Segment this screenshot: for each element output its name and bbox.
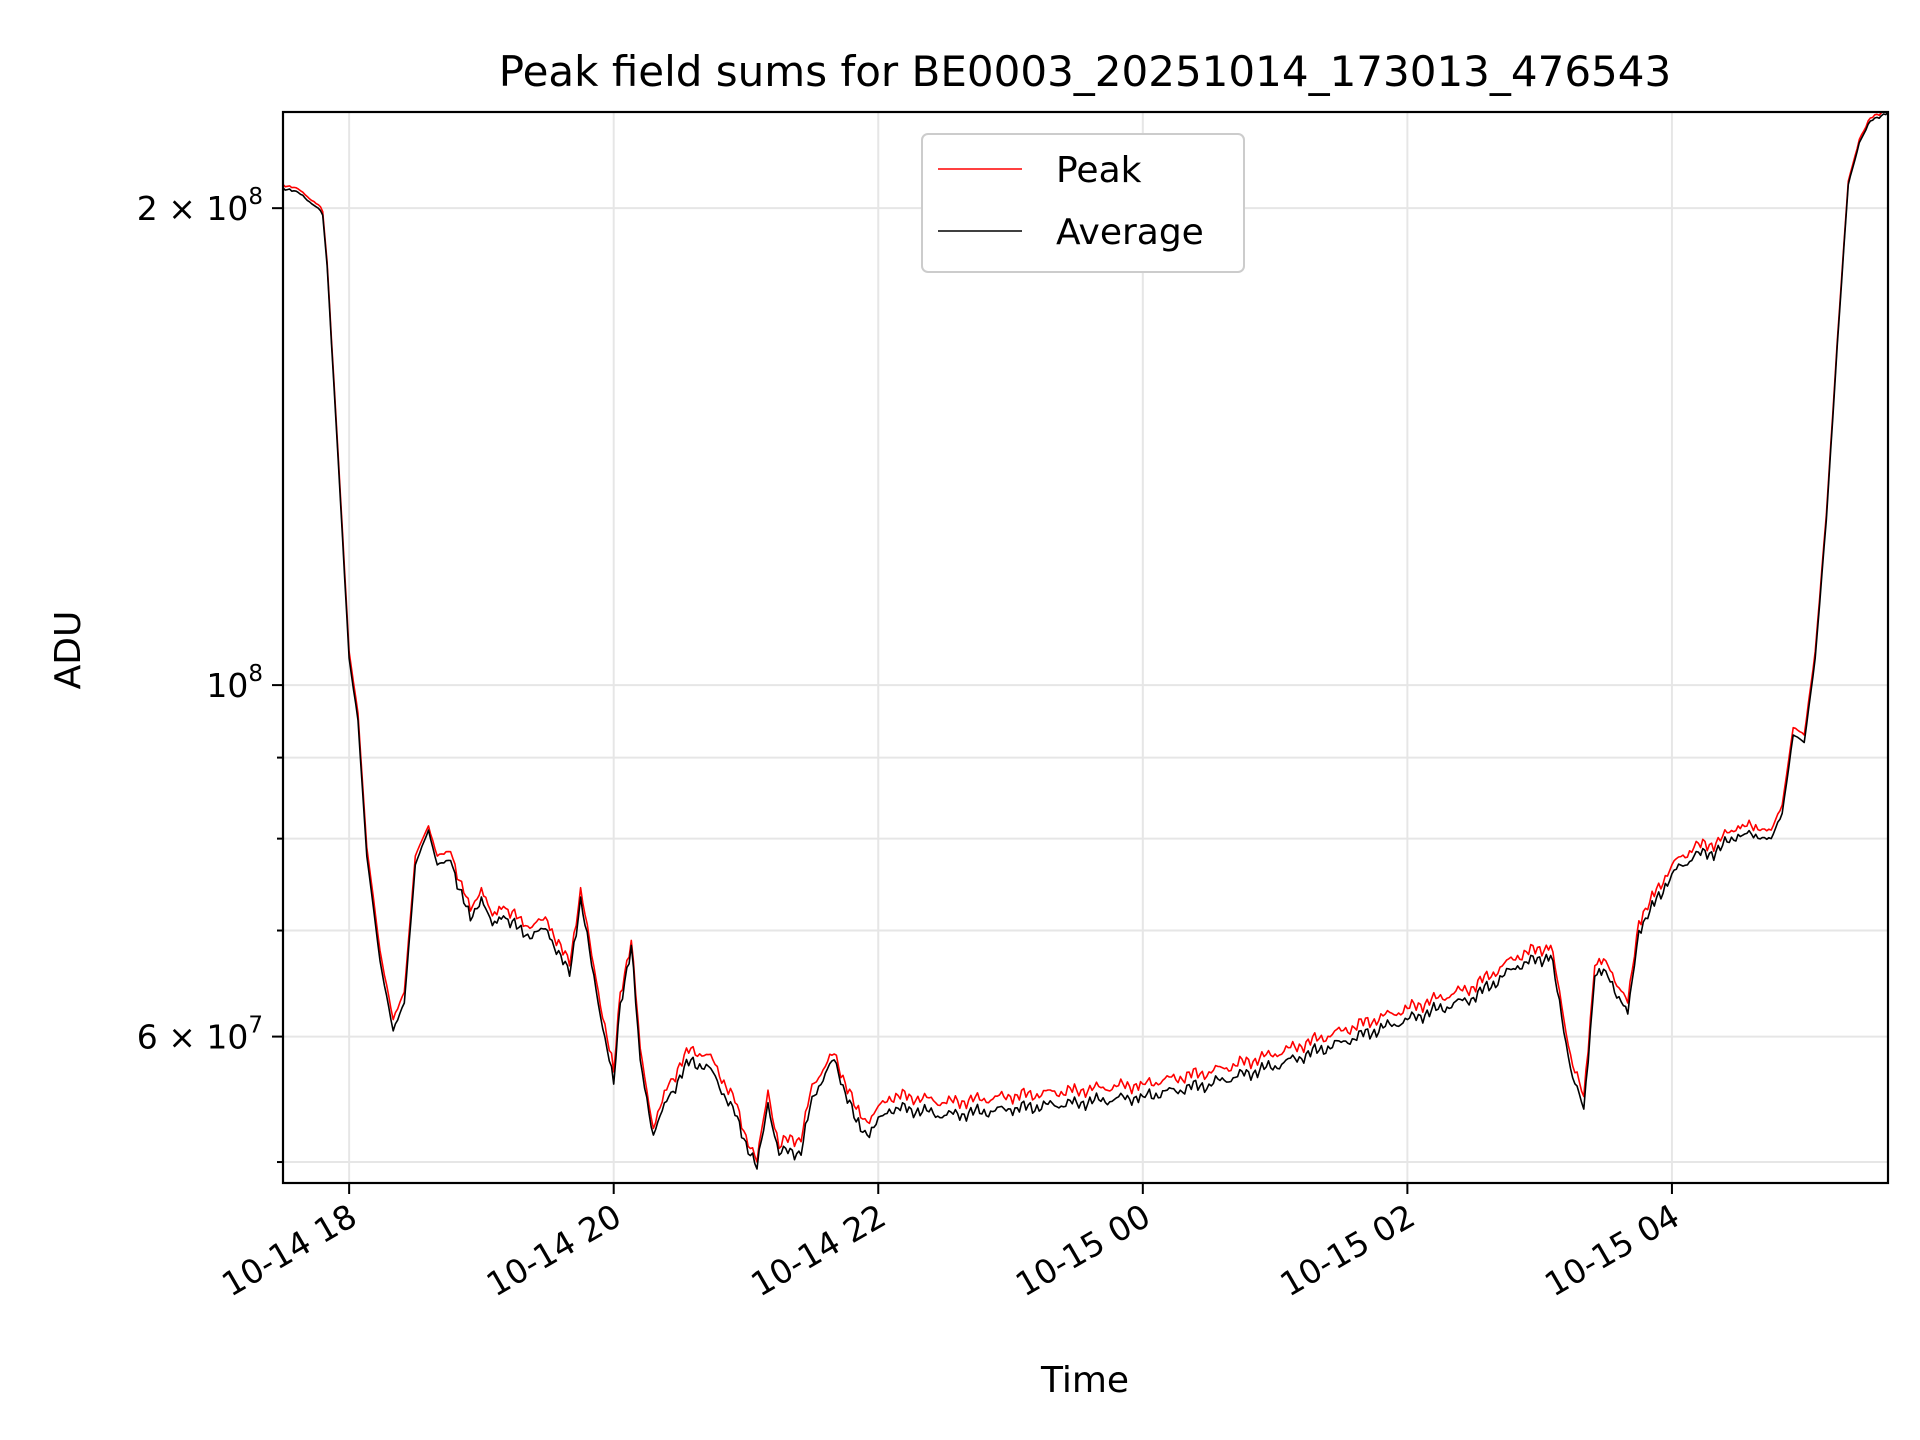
y-tick-label: 2 × 108 xyxy=(137,184,263,228)
y-tick-base: 6 × 10 xyxy=(137,1018,249,1057)
legend-label-average: Average xyxy=(1056,212,1204,253)
y-tick-exponent: 8 xyxy=(248,184,263,210)
y-tick-label: 6 × 107 xyxy=(137,1013,263,1057)
y-tick-exponent: 7 xyxy=(248,1013,263,1039)
y-tick-label: 108 xyxy=(206,661,263,705)
plot-frame xyxy=(281,110,1890,1185)
legend-label-peak: Peak xyxy=(1056,150,1142,191)
legend: Peak Average xyxy=(921,133,1245,273)
series-lines xyxy=(283,112,1888,1170)
grid-lines xyxy=(283,112,1888,1183)
series-line-peak xyxy=(283,112,1887,1163)
y-axis-label: ADU xyxy=(48,611,89,690)
y-tick-exponent: 8 xyxy=(248,661,263,687)
chart-title: Peak field sums for BE0003_20251014_1730… xyxy=(499,47,1671,96)
y-tick-base: 10 xyxy=(206,666,248,705)
series-line-average xyxy=(283,112,1888,1170)
x-axis-label: Time xyxy=(1040,1360,1129,1401)
y-tick-base: 2 × 10 xyxy=(137,189,249,228)
